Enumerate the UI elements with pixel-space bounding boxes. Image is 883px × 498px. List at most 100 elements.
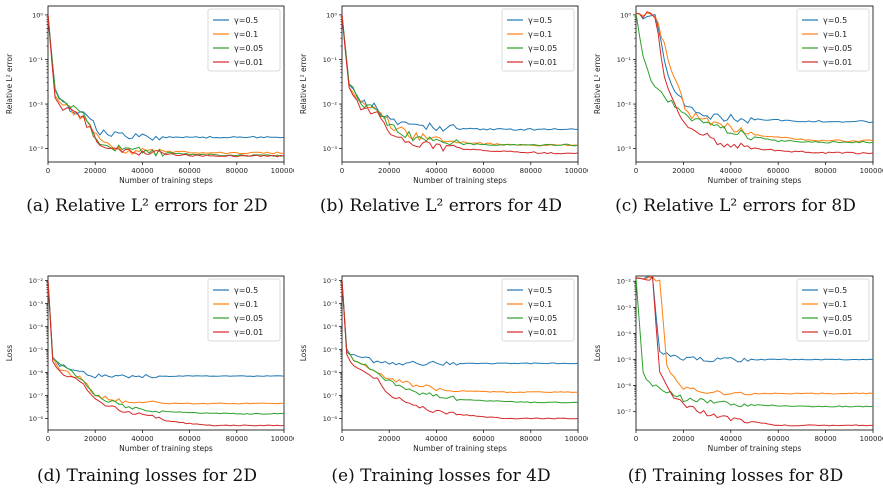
y-axis-label: Loss: [299, 345, 308, 362]
series-line-2: [636, 276, 873, 396]
y-tick-label: 10⁻²: [323, 277, 338, 285]
series-line-2: [636, 12, 873, 143]
y-tick-label: 10⁻⁴: [323, 323, 338, 331]
plot-frame: [635, 5, 874, 163]
x-tick-label: 100000: [565, 167, 588, 175]
y-tick-label: 10⁻²: [29, 277, 44, 285]
y-tick-label: 10⁻²: [323, 101, 338, 109]
caption-d: (d) Training losses for 2D: [36, 466, 258, 486]
chart-panel-d: 0 20000 40000 60000 80000 100000 Number of tra…: [0, 270, 294, 460]
legend-label-1: γ=0.5: [823, 286, 847, 295]
y-tick-label: 10⁻⁷: [617, 408, 632, 416]
y-tick-label: 10⁻⁶: [323, 369, 338, 377]
legend-label-4: γ=0.01: [234, 328, 263, 337]
y-axis-label: Relative L² error: [299, 53, 308, 114]
series-line-1: [636, 12, 873, 124]
chart-panel-e: 0 20000 40000 60000 80000 100000 Number of tra…: [294, 270, 588, 460]
y-tick-label: 10⁻¹: [29, 56, 44, 64]
y-tick-label: 10⁻⁶: [617, 382, 632, 390]
y-tick-label: 10⁻⁵: [617, 356, 632, 364]
x-tick-label: 40000: [131, 167, 153, 175]
x-tick-label: 100000: [860, 167, 883, 175]
series-line-3: [48, 280, 284, 415]
x-tick-label: 0: [46, 167, 50, 175]
x-axis-label: Number of training steps: [413, 444, 507, 453]
x-tick-label: 20000: [672, 167, 694, 175]
chart-svg-c: 0 20000 40000 60000 80000 100000 Number of tra…: [593, 5, 883, 185]
x-tick-label: 80000: [520, 167, 542, 175]
y-tick-label: 10⁻³: [29, 300, 44, 308]
legend-label-2: γ=0.1: [823, 300, 847, 309]
x-tick-label: 0: [634, 435, 638, 443]
y-tick-label: 10⁻¹: [617, 56, 632, 64]
legend-label-4: γ=0.01: [823, 58, 852, 67]
chart-svg-b: 0 20000 40000 60000 80000 100000 Number of tra…: [299, 5, 588, 185]
x-tick-label: 20000: [84, 435, 106, 443]
caption-f: (f) Training losses for 8D: [627, 466, 844, 486]
y-axis-label: Loss: [5, 345, 14, 362]
y-tick-label: 10⁻⁵: [29, 346, 44, 354]
x-axis-label: Number of training steps: [708, 176, 802, 185]
caption-e: (e) Training losses for 4D: [331, 466, 551, 486]
x-tick-label: 0: [340, 435, 344, 443]
x-tick-label: 0: [340, 167, 344, 175]
x-tick-label: 100000: [271, 435, 294, 443]
series-line-1: [342, 280, 578, 366]
chart-svg-a: 0 20000 40000 60000 80000 100000 Number of tra…: [5, 5, 294, 185]
series-line-3: [342, 280, 578, 404]
y-tick-label: 10⁻³: [617, 304, 632, 312]
chart-svg-d: 0 20000 40000 60000 80000 100000 Number of tra…: [5, 275, 294, 453]
y-tick-label: 10⁻²: [29, 101, 44, 109]
series-line-4: [48, 14, 284, 158]
caption-b: (b) Relative L² errors for 4D: [319, 196, 563, 216]
plot-frame: [341, 5, 579, 163]
x-tick-label: 0: [634, 167, 638, 175]
x-tick-label: 60000: [178, 435, 200, 443]
x-tick-label: 40000: [131, 435, 153, 443]
x-tick-label: 100000: [860, 435, 883, 443]
y-tick-label: 10⁻⁴: [29, 323, 44, 331]
series-line-3: [342, 14, 578, 147]
legend-label-4: γ=0.01: [528, 328, 557, 337]
chart-panel-f: 0 20000 40000 60000 80000 100000 Number of tra…: [588, 270, 883, 460]
y-tick-label: 10⁰: [32, 11, 43, 19]
y-tick-label: 10⁰: [620, 11, 631, 19]
series-line-2: [342, 280, 578, 394]
series-line-1: [636, 276, 873, 363]
legend-box: [207, 8, 281, 72]
x-tick-label: 100000: [565, 435, 588, 443]
y-tick-label: 10⁻⁸: [29, 415, 44, 423]
y-tick-label: 10⁻²: [617, 278, 632, 286]
chart-panel-a: 0 20000 40000 60000 80000 100000 Number of tra…: [0, 0, 294, 192]
y-tick-label: 10⁻²: [617, 101, 632, 109]
caption-a: (a) Relative L² errors for 2D: [26, 196, 268, 216]
legend-label-2: γ=0.1: [528, 30, 552, 39]
x-tick-label: 80000: [814, 167, 836, 175]
series-line-4: [342, 14, 578, 155]
x-tick-label: 60000: [767, 435, 789, 443]
y-tick-label: 10⁻⁵: [323, 346, 338, 354]
x-axis-label: Number of training steps: [413, 176, 507, 185]
y-tick-label: 10⁻⁸: [323, 415, 338, 423]
legend-label-3: γ=0.05: [234, 44, 263, 53]
chart-panel-b: 0 20000 40000 60000 80000 100000 Number of tra…: [294, 0, 588, 192]
caption-c: (c) Relative L² errors for 8D: [615, 196, 856, 216]
legend-label-1: γ=0.5: [234, 286, 258, 295]
legend-label-1: γ=0.5: [234, 16, 258, 25]
legend-label-4: γ=0.01: [823, 328, 852, 337]
legend-box: [501, 8, 575, 72]
legend-label-3: γ=0.05: [528, 44, 557, 53]
x-tick-label: 0: [46, 435, 50, 443]
x-tick-label: 60000: [472, 167, 494, 175]
legend-label-3: γ=0.05: [823, 314, 852, 323]
legend-box: [796, 278, 870, 342]
x-tick-label: 40000: [425, 167, 447, 175]
y-tick-label: 10⁻¹: [323, 56, 338, 64]
x-axis-label: Number of training steps: [708, 444, 802, 453]
legend-label-2: γ=0.1: [234, 30, 258, 39]
series-line-4: [636, 11, 873, 155]
series-line-1: [48, 280, 284, 379]
legend-label-2: γ=0.1: [823, 30, 847, 39]
series-line-4: [342, 280, 578, 420]
x-tick-label: 60000: [178, 167, 200, 175]
